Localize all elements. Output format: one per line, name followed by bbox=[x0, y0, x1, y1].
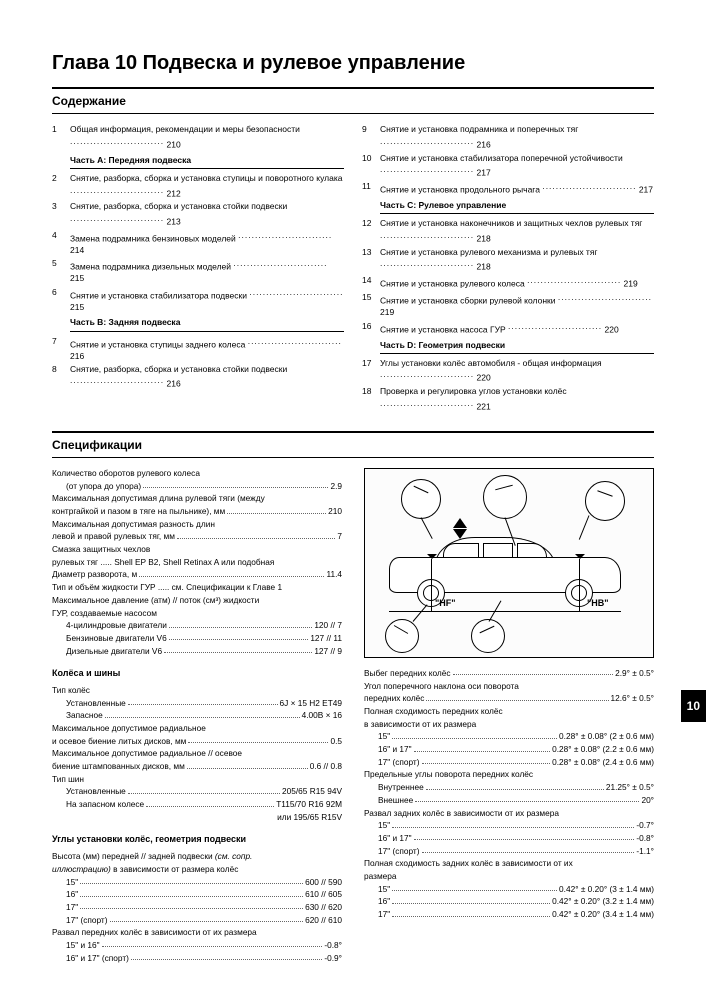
spec-row: Внешнее20° bbox=[364, 795, 654, 806]
toc-row: 10Снятие и установка стабилизатора попер… bbox=[362, 153, 654, 179]
toc-row: 7Снятие и установка ступицы заднего коле… bbox=[52, 336, 344, 362]
wheels-heading: Колёса и шины bbox=[52, 667, 342, 679]
toc-row: 3Снятие, разборка, сборка и установка ст… bbox=[52, 201, 344, 227]
toc-row: 17Углы установки колёс автомобиля - обща… bbox=[362, 358, 654, 384]
toc-row: 9Снятие и установка подрамника и попереч… bbox=[362, 124, 654, 150]
spec-row: Максимальная допустимая длина рулевой тя… bbox=[52, 493, 342, 504]
spec-row: Тип и объём жидкости ГУР ..... см. Специ… bbox=[52, 582, 342, 593]
spec-row: 17" (спорт)620 // 610 bbox=[52, 915, 342, 926]
spec-row: Максимальное давление (атм) // поток (см… bbox=[52, 595, 342, 606]
specs-heading: Спецификации bbox=[52, 431, 654, 458]
spec-row: Максимальная допустимая разность длин bbox=[52, 519, 342, 530]
spec-row: ГУР, создаваемые насосом bbox=[52, 608, 342, 619]
spec-row: биение штампованных дисков, мм0.6 // 0.8 bbox=[52, 761, 342, 772]
toc-left-col: 1Общая информация, рекомендации и меры б… bbox=[52, 124, 344, 415]
spec-row: Смазка защитных чехлов bbox=[52, 544, 342, 555]
spec-row: Запасное4.00B × 16 bbox=[52, 710, 342, 721]
spec-row: 17"0.42° ± 0.20° (3.4 ± 1.4 мм) bbox=[364, 909, 654, 920]
toc-part-heading: Часть В: Задняя подвеска bbox=[70, 317, 344, 331]
spec-row: Высота (мм) передней // задней подвески … bbox=[52, 851, 342, 862]
spec-row: 16" и 17" (спорт)-0.9° bbox=[52, 953, 342, 964]
toc-row: 2Снятие, разборка, сборка и установка ст… bbox=[52, 173, 344, 199]
car-diagram: "HF" "HB" bbox=[364, 468, 654, 658]
spec-row: Полная сходимость задних колёс в зависим… bbox=[364, 858, 654, 869]
toc-part-heading: Часть С: Рулевое управление bbox=[380, 200, 654, 214]
toc-row: 8Снятие, разборка, сборка и установка ст… bbox=[52, 364, 344, 390]
specs: Количество оборотов рулевого колеса (от у… bbox=[52, 468, 654, 965]
diagram-label-hf: "HF" bbox=[435, 597, 456, 609]
toc-row: 11Снятие и установка продольного рычага … bbox=[362, 181, 654, 196]
toc-row: 4Замена подрамника бензиновых моделей ..… bbox=[52, 230, 344, 256]
spec-row: 17"630 // 620 bbox=[52, 902, 342, 913]
spec-row: Диаметр разворота, м11.4 bbox=[52, 569, 342, 580]
spec-row: размера bbox=[364, 871, 654, 882]
spec-row: (от упора до упора)2.9 bbox=[52, 481, 342, 492]
spec-row: рулевых тяг ..... Shell EP B2, Shell Ret… bbox=[52, 557, 342, 568]
spec-row: Максимальное допустимое радиальное bbox=[52, 723, 342, 734]
toc-part-heading: Часть А: Передняя подвеска bbox=[70, 155, 344, 169]
spec-row: передних колёс12.6° ± 0.5° bbox=[364, 693, 654, 704]
spec-row: 16" и 17"-0.8° bbox=[364, 833, 654, 844]
spec-row: На запасном колесеT115/70 R16 92M bbox=[52, 799, 342, 810]
spec-row: левой и правой рулевых тяг, мм7 bbox=[52, 531, 342, 542]
diagram-label-hb: "HB" bbox=[587, 597, 609, 609]
spec-row: иллюстрацию) в зависимости от размера ко… bbox=[52, 864, 342, 875]
toc-row: 12Снятие и установка наконечников и защи… bbox=[362, 218, 654, 244]
toc-row: 16Снятие и установка насоса ГУР ........… bbox=[362, 321, 654, 336]
spec-row: Установленные205/65 R15 94V bbox=[52, 786, 342, 797]
specs-right-col: "HF" "HB" Выбег передних колёс2.9° ± 0 bbox=[364, 468, 654, 965]
spec-row: Внутреннее21.25° ± 0.5° bbox=[364, 782, 654, 793]
spec-row: 17" (спорт)0.28° ± 0.08° (2.4 ± 0.6 мм) bbox=[364, 757, 654, 768]
spec-row: и осевое биение литых дисков, мм0.5 bbox=[52, 736, 342, 747]
toc-row: 13Снятие и установка рулевого механизма … bbox=[362, 247, 654, 273]
spec-row: Дизельные двигатели V6127 // 9 bbox=[52, 646, 342, 657]
spec-row: 16"610 // 605 bbox=[52, 889, 342, 900]
toc-row: 6Снятие и установка стабилизатора подвес… bbox=[52, 287, 344, 313]
spec-row: Полная сходимость передних колёс bbox=[364, 706, 654, 717]
spec-row: 16" и 17"0.28° ± 0.08° (2.2 ± 0.6 мм) bbox=[364, 744, 654, 755]
spec-row: 15" и 16"-0.8° bbox=[52, 940, 342, 951]
spec-row: 15"0.28° ± 0.08° (2 ± 0.6 мм) bbox=[364, 731, 654, 742]
spec-row: или 195/65 R15V bbox=[52, 812, 342, 823]
geometry-heading: Углы установки колёс, геометрия подвески bbox=[52, 833, 342, 845]
spec-row: Максимальное допустимое радиальное // ос… bbox=[52, 748, 342, 759]
specs-left-col: Количество оборотов рулевого колеса (от у… bbox=[52, 468, 342, 965]
spec-row: в зависимости от их размера bbox=[364, 719, 654, 730]
spec-row: Тип колёс bbox=[52, 685, 342, 696]
spec-row: 16"0.42° ± 0.20° (3.2 ± 1.4 мм) bbox=[364, 896, 654, 907]
spec-row: Установленные6J × 15 H2 ET49 bbox=[52, 698, 342, 709]
spec-row: 15"0.42° ± 0.20° (3 ± 1.4 мм) bbox=[364, 884, 654, 895]
spec-row: 15"-0.7° bbox=[364, 820, 654, 831]
toc-row: 5Замена подрамника дизельных моделей ...… bbox=[52, 258, 344, 284]
spec-row: 17" (спорт)-1.1° bbox=[364, 846, 654, 857]
toc: 1Общая информация, рекомендации и меры б… bbox=[52, 124, 654, 415]
page-tab: 10 bbox=[681, 690, 706, 722]
spec-row: Развал передних колёс в зависимости от и… bbox=[52, 927, 342, 938]
toc-row: 15Снятие и установка сборки рулевой коло… bbox=[362, 292, 654, 318]
toc-row: 18Проверка и регулировка углов установки… bbox=[362, 386, 654, 412]
spec-row: Угол поперечного наклона оси поворота bbox=[364, 681, 654, 692]
chapter-title: Глава 10 Подвеска и рулевое управление bbox=[52, 50, 654, 77]
toc-right-col: 9Снятие и установка подрамника и попереч… bbox=[362, 124, 654, 415]
toc-part-heading: Часть D: Геометрия подвески bbox=[380, 340, 654, 354]
contents-heading: Содержание bbox=[52, 87, 654, 114]
spec-row: Количество оборотов рулевого колеса bbox=[52, 468, 342, 479]
spec-row: Бензиновые двигатели V6127 // 11 bbox=[52, 633, 342, 644]
spec-row: 15"600 // 590 bbox=[52, 877, 342, 888]
spec-row: 4-цилиндровые двигатели120 // 7 bbox=[52, 620, 342, 631]
spec-row: контргайкой и пазом в тяге на пыльнике),… bbox=[52, 506, 342, 517]
spec-row: Предельные углы поворота передних колёс bbox=[364, 769, 654, 780]
toc-row: 14Снятие и установка рулевого колеса ...… bbox=[362, 275, 654, 290]
spec-row: Развал задних колёс в зависимости от их … bbox=[364, 808, 654, 819]
toc-row: 1Общая информация, рекомендации и меры б… bbox=[52, 124, 344, 150]
spec-row: Выбег передних колёс2.9° ± 0.5° bbox=[364, 668, 654, 679]
spec-row: Тип шин bbox=[52, 774, 342, 785]
